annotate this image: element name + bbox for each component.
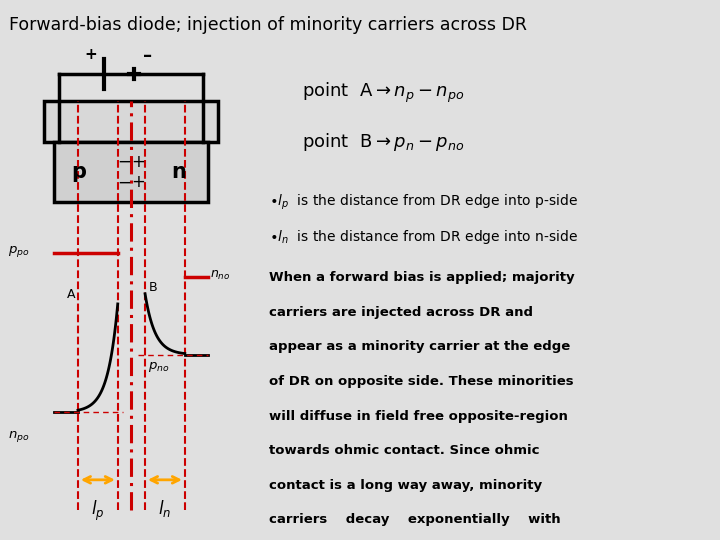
Text: n: n [171, 162, 186, 182]
Text: +: + [132, 173, 145, 191]
Text: $p_{no}$: $p_{no}$ [148, 360, 169, 374]
Bar [45, 101, 218, 141]
Text: $\it{l}_p$: $\it{l}_p$ [91, 498, 104, 523]
Text: –: – [143, 48, 152, 65]
Text: p: p [72, 162, 86, 182]
Text: Forward-bias diode; injection of minority carriers across DR: Forward-bias diode; injection of minorit… [9, 16, 526, 34]
Text: When a forward bias is applied; majority: When a forward bias is applied; majority [269, 271, 575, 284]
Text: $\bullet$$l_p$  is the distance from DR edge into p-side: $\bullet$$l_p$ is the distance from DR e… [269, 193, 579, 212]
Text: towards ohmic contact. Since ohmic: towards ohmic contact. Since ohmic [269, 444, 540, 457]
Text: point  $\mathrm{B} \rightarrow p_n - p_{no}$: point $\mathrm{B} \rightarrow p_n - p_{n… [302, 131, 464, 153]
Text: B: B [149, 281, 158, 294]
Text: $\it{l}_n$: $\it{l}_n$ [158, 498, 171, 519]
Text: $\bullet$$l_n$  is the distance from DR edge into n-side: $\bullet$$l_n$ is the distance from DR e… [269, 228, 578, 246]
Text: point  $\mathrm{A} \rightarrow n_p - n_{po}$: point $\mathrm{A} \rightarrow n_p - n_{p… [302, 81, 464, 105]
Text: $n_{po}$: $n_{po}$ [9, 429, 30, 444]
Text: +: + [84, 47, 96, 62]
Text: $n_{no}$: $n_{no}$ [210, 268, 230, 282]
Text: appear as a minority carrier at the edge: appear as a minority carrier at the edge [269, 340, 571, 353]
Text: −: − [117, 153, 131, 171]
Text: of DR on opposite side. These minorities: of DR on opposite side. These minorities [269, 375, 574, 388]
Text: carriers are injected across DR and: carriers are injected across DR and [269, 306, 534, 319]
Text: will diffuse in field free opposite-region: will diffuse in field free opposite-regi… [269, 409, 568, 422]
Text: +: + [132, 153, 145, 171]
Text: $p_{po}$: $p_{po}$ [9, 244, 30, 259]
Text: A: A [67, 287, 76, 301]
Text: contact is a long way away, minority: contact is a long way away, minority [269, 479, 542, 492]
Text: −: − [117, 173, 131, 191]
Text: carriers    decay    exponentially    with: carriers decay exponentially with [269, 514, 561, 526]
Bar [55, 141, 208, 202]
